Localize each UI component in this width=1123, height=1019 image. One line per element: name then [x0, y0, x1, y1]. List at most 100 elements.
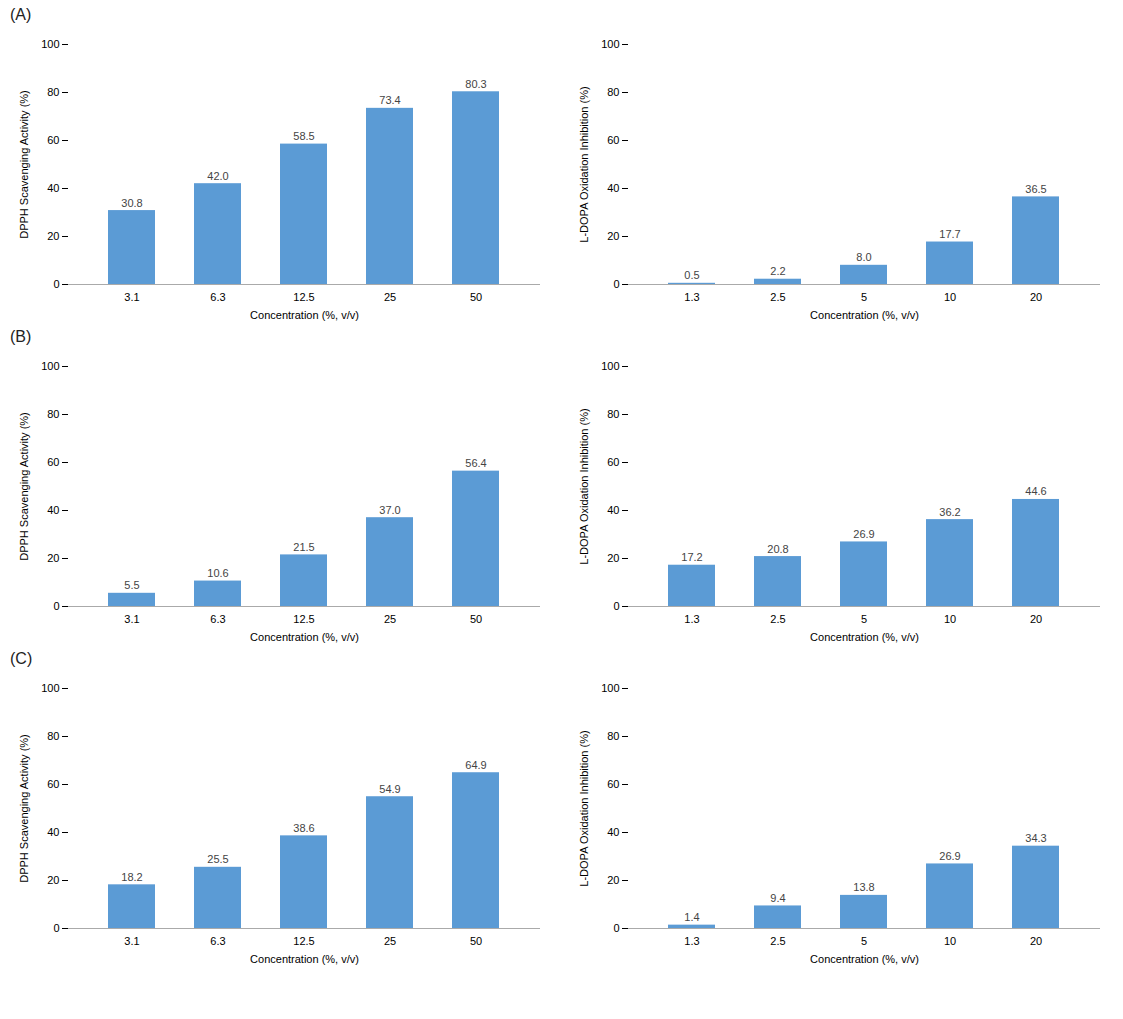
svg-text:2.5: 2.5	[770, 935, 785, 947]
svg-text:50: 50	[470, 935, 482, 947]
svg-text:DPPH Scavenging Activity (%): DPPH Scavenging Activity (%)	[18, 734, 30, 883]
svg-text:58.5: 58.5	[293, 130, 314, 142]
svg-text:17.2: 17.2	[681, 551, 702, 563]
svg-text:Concentration (%, v/v): Concentration (%, v/v)	[250, 309, 359, 321]
svg-text:25: 25	[384, 291, 396, 303]
svg-text:10: 10	[944, 613, 956, 625]
svg-text:5: 5	[861, 935, 867, 947]
svg-text:DPPH Scavenging Activity (%): DPPH Scavenging Activity (%)	[18, 412, 30, 561]
svg-text:56.4: 56.4	[465, 457, 486, 469]
svg-text:26.9: 26.9	[853, 528, 874, 540]
svg-text:8.0: 8.0	[856, 251, 871, 263]
svg-text:40: 40	[47, 826, 59, 838]
svg-text:100: 100	[601, 682, 619, 694]
svg-text:Concentration (%, v/v): Concentration (%, v/v)	[810, 309, 919, 321]
svg-text:36.2: 36.2	[939, 506, 960, 518]
svg-text:2.5: 2.5	[770, 291, 785, 303]
svg-text:5.5: 5.5	[124, 579, 139, 591]
svg-text:26.9: 26.9	[939, 850, 960, 862]
svg-text:3.1: 3.1	[124, 613, 139, 625]
svg-text:50: 50	[470, 291, 482, 303]
svg-text:Concentration (%, v/v): Concentration (%, v/v)	[250, 953, 359, 965]
svg-text:0: 0	[53, 922, 59, 934]
svg-text:12.5: 12.5	[293, 291, 314, 303]
svg-text:20: 20	[47, 874, 59, 886]
svg-text:6.3: 6.3	[210, 613, 225, 625]
svg-text:100: 100	[601, 38, 619, 50]
svg-text:40: 40	[607, 826, 619, 838]
svg-text:Concentration (%, v/v): Concentration (%, v/v)	[810, 631, 919, 643]
svg-text:6.3: 6.3	[210, 935, 225, 947]
svg-text:0.5: 0.5	[684, 269, 699, 281]
svg-text:73.4: 73.4	[379, 94, 400, 106]
svg-text:18.2: 18.2	[121, 871, 142, 883]
svg-text:1.3: 1.3	[684, 613, 699, 625]
svg-text:100: 100	[41, 682, 59, 694]
svg-text:0: 0	[613, 278, 619, 290]
svg-text:20: 20	[1030, 291, 1042, 303]
svg-text:50: 50	[470, 613, 482, 625]
svg-text:42.0: 42.0	[207, 170, 228, 182]
svg-text:40: 40	[47, 504, 59, 516]
svg-text:12.5: 12.5	[293, 935, 314, 947]
svg-text:20: 20	[607, 230, 619, 242]
svg-text:2.2: 2.2	[770, 265, 785, 277]
svg-text:6.3: 6.3	[210, 291, 225, 303]
svg-text:60: 60	[607, 456, 619, 468]
svg-text:54.9: 54.9	[379, 783, 400, 795]
svg-text:25: 25	[384, 613, 396, 625]
svg-text:60: 60	[607, 778, 619, 790]
svg-text:80: 80	[47, 86, 59, 98]
svg-text:10: 10	[944, 935, 956, 947]
svg-text:1.4: 1.4	[684, 911, 699, 923]
svg-text:80: 80	[47, 730, 59, 742]
svg-text:44.6: 44.6	[1025, 485, 1046, 497]
svg-text:9.4: 9.4	[770, 892, 785, 904]
svg-text:60: 60	[47, 778, 59, 790]
svg-text:3.1: 3.1	[124, 935, 139, 947]
svg-text:60: 60	[47, 134, 59, 146]
svg-text:60: 60	[607, 134, 619, 146]
svg-text:17.7: 17.7	[939, 228, 960, 240]
svg-text:10.6: 10.6	[207, 567, 228, 579]
svg-text:Concentration (%, v/v): Concentration (%, v/v)	[250, 631, 359, 643]
svg-text:13.8: 13.8	[853, 881, 874, 893]
svg-text:20: 20	[47, 552, 59, 564]
svg-text:L-DOPA Oxidation Inhibition (%: L-DOPA Oxidation Inhibition (%)	[578, 730, 590, 886]
svg-text:40: 40	[607, 182, 619, 194]
svg-text:20: 20	[1030, 613, 1042, 625]
svg-text:36.5: 36.5	[1025, 183, 1046, 195]
svg-text:Concentration (%, v/v): Concentration (%, v/v)	[810, 953, 919, 965]
svg-text:100: 100	[41, 360, 59, 372]
svg-text:25: 25	[384, 935, 396, 947]
svg-text:100: 100	[41, 38, 59, 50]
svg-text:0: 0	[53, 278, 59, 290]
svg-text:L-DOPA Oxidation Inhibition (%: L-DOPA Oxidation Inhibition (%)	[578, 86, 590, 242]
svg-text:0: 0	[613, 600, 619, 612]
svg-text:2.5: 2.5	[770, 613, 785, 625]
svg-text:30.8: 30.8	[121, 197, 142, 209]
svg-text:25.5: 25.5	[207, 853, 228, 865]
svg-text:34.3: 34.3	[1025, 832, 1046, 844]
svg-text:12.5: 12.5	[293, 613, 314, 625]
svg-text:80: 80	[607, 408, 619, 420]
svg-text:40: 40	[607, 504, 619, 516]
svg-text:3.1: 3.1	[124, 291, 139, 303]
svg-text:21.5: 21.5	[293, 541, 314, 553]
svg-text:20: 20	[607, 874, 619, 886]
svg-text:5: 5	[861, 613, 867, 625]
svg-text:DPPH Scavenging Activity (%): DPPH Scavenging Activity (%)	[18, 90, 30, 239]
svg-text:20: 20	[607, 552, 619, 564]
svg-text:1.3: 1.3	[684, 291, 699, 303]
svg-text:5: 5	[861, 291, 867, 303]
svg-text:40: 40	[47, 182, 59, 194]
svg-text:100: 100	[601, 360, 619, 372]
svg-text:64.9: 64.9	[465, 759, 486, 771]
svg-text:20.8: 20.8	[767, 543, 788, 555]
svg-text:38.6: 38.6	[293, 822, 314, 834]
svg-text:0: 0	[613, 922, 619, 934]
svg-text:L-DOPA Oxidation Inhibition (%: L-DOPA Oxidation Inhibition (%)	[578, 408, 590, 564]
svg-text:1.3: 1.3	[684, 935, 699, 947]
svg-text:0: 0	[53, 600, 59, 612]
svg-text:37.0: 37.0	[379, 504, 400, 516]
